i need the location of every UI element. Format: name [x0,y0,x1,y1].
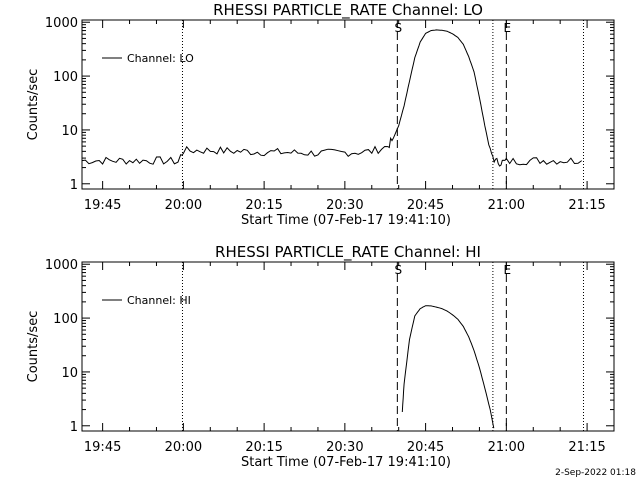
legend-label: Channel: LO [127,52,194,65]
x-tick-label: 20:30 [326,198,363,213]
y-tick-label: 100 [53,70,78,85]
legend: Channel: LO [102,52,194,65]
plot-frame [81,19,615,190]
marker-label: E [504,263,512,277]
chart-hi-channel: RHESSI PARTICLE_RATE Channel: HI Counts/s… [26,243,615,470]
marker-label: E [504,21,512,35]
x-tick-label: 20:45 [407,440,444,455]
chart-title: RHESSI PARTICLE_RATE Channel: LO [213,1,483,20]
series-line [81,29,583,167]
y-tick-label: 1000 [45,258,78,273]
plot-frame [81,261,615,432]
x-tick-label: 20:15 [245,440,282,455]
series-line [401,305,495,429]
x-tick-label: 21:00 [488,440,525,455]
y-tick-label: 1 [70,178,78,193]
marker-label: S [395,21,403,35]
y-tick-label: 1 [70,420,78,435]
x-axis-label: Start Time (07-Feb-17 19:41:10) [241,213,451,228]
chart-title: RHESSI PARTICLE_RATE Channel: HI [215,243,481,262]
x-tick-label: 21:00 [488,198,525,213]
x-tick-label: 20:15 [245,198,282,213]
legend-label: Channel: HI [127,294,191,307]
footer-date: 2-Sep-2022 01:18 [555,468,636,478]
chart-lo-channel: RHESSI PARTICLE_RATE Channel: LO Counts/s… [26,1,615,228]
y-axis-label: Counts/sec [26,69,41,141]
y-axis-label: Counts/sec [26,311,41,383]
x-tick-label: 21:15 [568,198,605,213]
y-tick-label: 100 [53,312,78,327]
y-tick-label: 10 [61,124,78,139]
y-tick-label: 10 [61,366,78,381]
legend: Channel: HI [102,294,191,307]
marker-label: S [395,263,403,277]
x-tick-label: 20:00 [165,440,202,455]
x-tick-label: 19:45 [84,440,121,455]
y-tick-label: 1000 [45,16,78,31]
x-tick-label: 21:15 [568,440,605,455]
x-tick-label: 20:30 [326,440,363,455]
x-tick-label: 19:45 [84,198,121,213]
x-tick-label: 20:00 [165,198,202,213]
x-tick-label: 20:45 [407,198,444,213]
x-axis-label: Start Time (07-Feb-17 19:41:10) [241,455,451,470]
